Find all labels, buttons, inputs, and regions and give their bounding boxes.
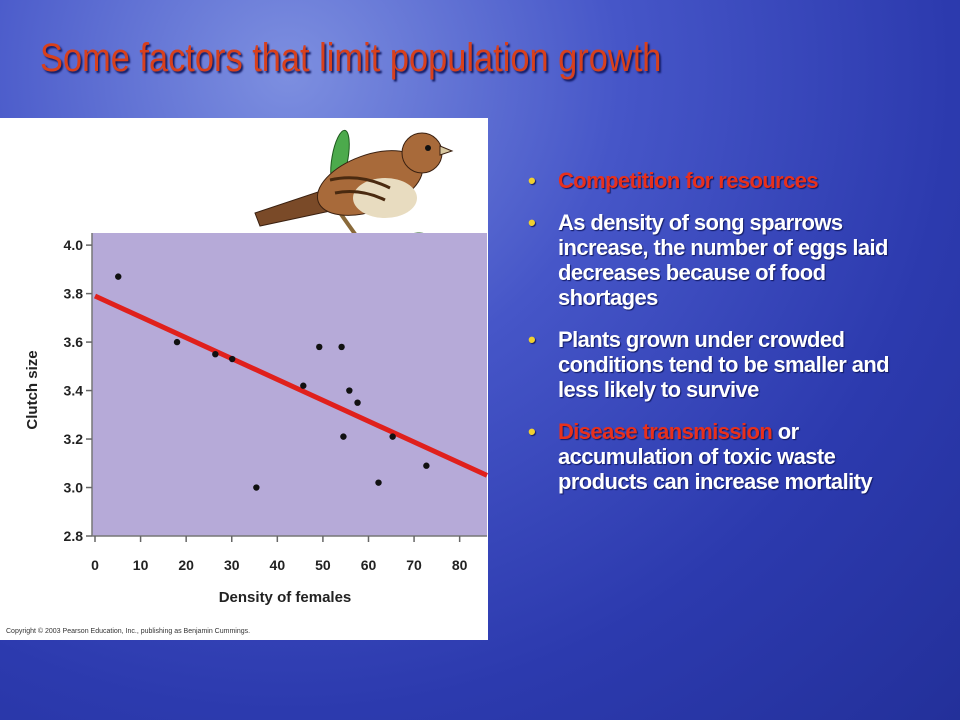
data-point: [212, 351, 219, 358]
data-point: [340, 433, 347, 440]
data-point: [115, 273, 122, 280]
slide-title: Some factors that limit population growt…: [40, 36, 662, 80]
y-tick-label: 3.4: [64, 383, 84, 399]
data-point: [173, 338, 181, 346]
x-tick-label: 20: [178, 557, 194, 573]
y-axis-label: Clutch size: [24, 350, 41, 429]
x-tick-label: 60: [361, 557, 377, 573]
y-tick-label: 3.2: [64, 431, 84, 447]
x-tick-label: 70: [406, 557, 422, 573]
bullet: Plants grown under crowded conditions te…: [528, 327, 928, 402]
data-point: [300, 382, 307, 389]
y-tick-label: 4.0: [64, 237, 84, 253]
x-tick-label: 0: [91, 557, 99, 573]
chart: 2.8 3.0 3.2 3.4 3.6 3.8 4.0 0 10 20 30 40 50 60 70 80 De…: [0, 118, 488, 640]
data-point: [338, 343, 345, 351]
data-point: [389, 433, 396, 440]
bullet: Disease transmission or accumulation of …: [528, 419, 928, 494]
x-tick-label: 10: [133, 557, 149, 573]
data-point: [375, 479, 382, 486]
copyright: Copyright © 2003 Pearson Education, Inc.…: [6, 627, 250, 635]
x-axis-label: Density of females: [219, 589, 352, 606]
bullet-text: Competition for resources: [558, 168, 819, 193]
plot-layer: 2.8 3.0 3.2 3.4 3.6 3.8 4.0 0 10 20 30 40 50 60 70 80 De…: [6, 233, 488, 635]
data-point: [423, 462, 430, 469]
data-point: [346, 387, 353, 394]
y-tick-label: 3.0: [64, 480, 84, 496]
data-point: [316, 343, 323, 351]
data-point: [229, 355, 236, 363]
trend-line: [93, 293, 488, 478]
bullet-text: Disease transmission: [558, 419, 773, 444]
x-tick-label: 30: [224, 557, 240, 573]
bullet-text: Plants grown under crowded conditions te…: [558, 327, 890, 402]
x-tick-label: 80: [452, 557, 468, 573]
data-point: [253, 484, 260, 491]
x-tick-label: 50: [315, 557, 331, 573]
x-tick-label: 40: [270, 557, 286, 573]
y-tick-label: 3.8: [64, 286, 84, 302]
bullet: Competition for resources: [528, 168, 928, 193]
bullet-text: or accumulation of toxic waste products …: [558, 419, 873, 494]
y-tick-label: 3.6: [64, 334, 84, 350]
bullet-text: As density of song sparrows increase, th…: [558, 210, 888, 310]
bullet-list: Competition for resources As density of s…: [528, 168, 928, 511]
y-tick-label: 2.8: [64, 528, 84, 544]
data-point: [354, 399, 361, 406]
bullet: As density of song sparrows increase, th…: [528, 210, 928, 310]
